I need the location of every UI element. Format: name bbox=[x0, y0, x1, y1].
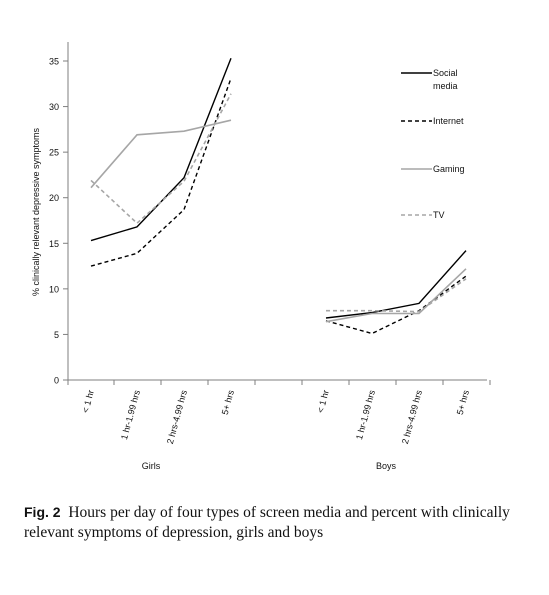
legend-label: media bbox=[433, 81, 458, 91]
line-chart: 0 5 10 15 20 25 30 35 % clinically relevant dep… bbox=[31, 42, 491, 471]
chart-axes bbox=[63, 42, 491, 385]
figure-caption: Fig. 2 Hours per day of four types of sc… bbox=[24, 502, 524, 543]
legend: Social media Internet Gaming TV bbox=[401, 68, 465, 220]
x-tick-label: 5+ hrs bbox=[455, 388, 471, 415]
y-axis-label: % clinically relevant depressive symptom… bbox=[31, 127, 41, 296]
y-tick-label: 25 bbox=[49, 148, 59, 158]
y-tick-label: 20 bbox=[49, 193, 59, 203]
boys-tv-line bbox=[326, 278, 467, 313]
x-tick-label: < 1 hr bbox=[80, 389, 96, 414]
girls-gaming-line bbox=[90, 119, 232, 189]
y-tick-label: 30 bbox=[49, 102, 59, 112]
legend-label: Gaming bbox=[433, 164, 465, 174]
girls-social-media-line bbox=[90, 58, 232, 242]
x-tick-label: 1 hr-1.99 hrs bbox=[354, 388, 377, 440]
y-tick-label: 35 bbox=[49, 57, 59, 67]
legend-label: TV bbox=[433, 210, 445, 220]
x-tick-label: 5+ hrs bbox=[220, 388, 236, 415]
group-labels: Girls Boys bbox=[142, 461, 397, 471]
y-tick-label: 10 bbox=[49, 284, 59, 294]
series-lines bbox=[90, 58, 467, 335]
y-tick-label: 15 bbox=[49, 239, 59, 249]
y-tick-label: 5 bbox=[54, 330, 59, 340]
group-label: Boys bbox=[376, 461, 397, 471]
x-tick-label: 2 hrs-4.99 hrs bbox=[165, 388, 189, 445]
group-label: Girls bbox=[142, 461, 161, 471]
x-tick-labels: < 1 hr 1 hr-1.99 hrs 2 hrs-4.99 hrs 5+ hrs <… bbox=[80, 388, 471, 445]
y-tick-label: 0 bbox=[54, 376, 59, 386]
x-tick-label: 1 hr-1.99 hrs bbox=[119, 388, 142, 440]
boys-gaming-line bbox=[325, 268, 467, 323]
boys-social-media-line bbox=[325, 250, 467, 319]
caption-text: Hours per day of four types of screen me… bbox=[24, 504, 510, 541]
legend-label: Internet bbox=[433, 116, 464, 126]
x-tick-label: 2 hrs-4.99 hrs bbox=[400, 388, 424, 445]
figure-label: Fig. 2 bbox=[24, 504, 61, 520]
girls-tv-line bbox=[90, 93, 232, 225]
girls-internet-line bbox=[90, 78, 232, 267]
x-tick-label: < 1 hr bbox=[315, 389, 331, 414]
y-tick-labels: 0 5 10 15 20 25 30 35 bbox=[49, 57, 59, 386]
legend-label: Social bbox=[433, 68, 458, 78]
boys-internet-line bbox=[325, 275, 467, 335]
